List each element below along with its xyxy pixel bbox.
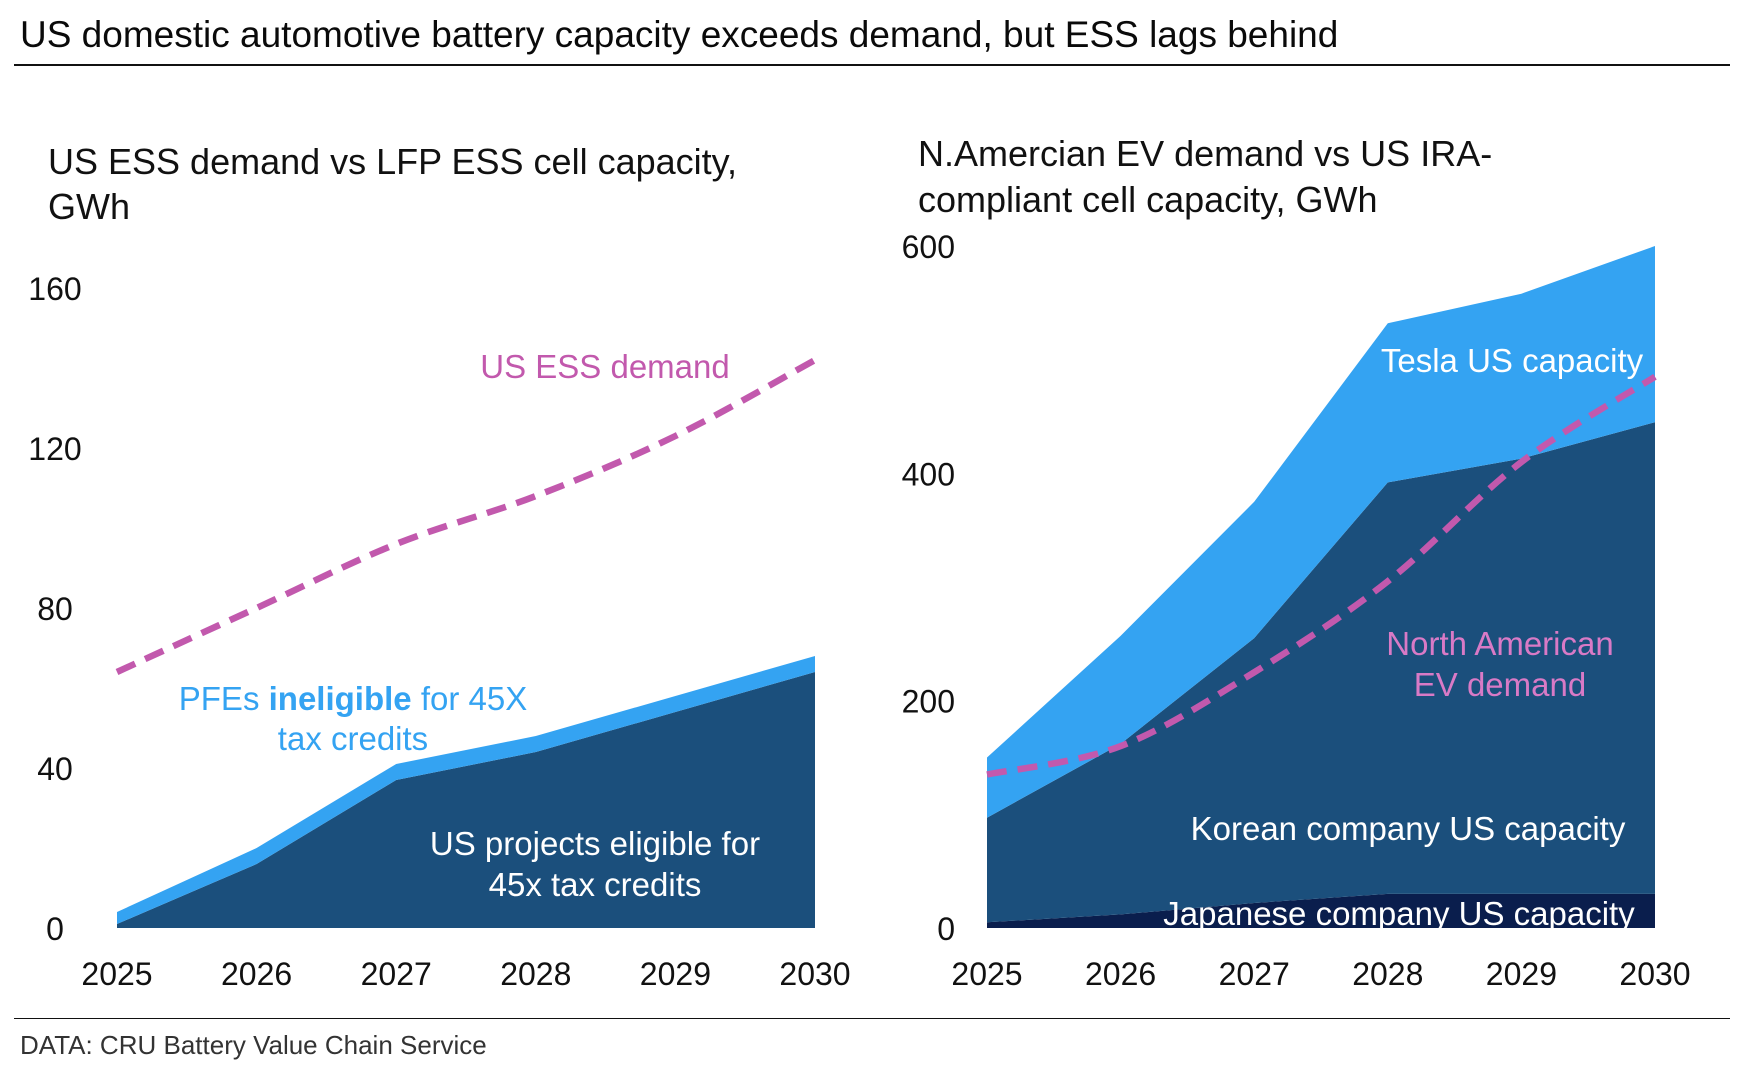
ess-ytick-80: 80 — [37, 591, 73, 627]
ess-xtick-2026: 2026 — [221, 956, 292, 992]
ev-area-layer — [987, 246, 1655, 928]
ess-xtick-2028: 2028 — [500, 956, 571, 992]
ess-chart-title-line2: GWh — [48, 186, 130, 227]
eligible-label-line2: 45x tax credits — [489, 866, 702, 903]
ess-area-0 — [117, 672, 815, 928]
ess-demand-label: US ESS demand — [480, 348, 729, 385]
pfe-label-line1: PFEs ineligible for 45X — [179, 680, 527, 717]
ess-xtick-2025: 2025 — [81, 956, 152, 992]
ev-xtick-2030: 2030 — [1619, 956, 1690, 992]
pfe-label-line2: tax credits — [278, 720, 428, 757]
ev-y-axis: 0 200 400 600 — [902, 229, 955, 947]
ev-xtick-2025: 2025 — [951, 956, 1022, 992]
ess-line-layer — [115, 357, 817, 675]
ess-ytick-120: 120 — [28, 431, 81, 467]
ev-ytick-400: 400 — [902, 456, 955, 492]
ess-ytick-0: 0 — [46, 911, 64, 947]
ess-xtick-2027: 2027 — [361, 956, 432, 992]
ess-area-1 — [117, 656, 815, 924]
ev-chart: N.Amercian EV demand vs US IRA- complian… — [902, 133, 1691, 992]
ess-chart-title-line1: US ESS demand vs LFP ESS cell capacity, — [48, 141, 737, 182]
korean-label: Korean company US capacity — [1191, 810, 1626, 847]
ev-xtick-2027: 2027 — [1219, 956, 1290, 992]
ess-chart: US ESS demand vs LFP ESS cell capacity, … — [28, 141, 850, 992]
ess-area-layer — [117, 656, 815, 928]
tesla-label: Tesla US capacity — [1381, 342, 1644, 379]
ess-ytick-40: 40 — [37, 751, 73, 787]
ess-x-axis: 2025 2026 2027 2028 2029 2030 — [81, 956, 850, 992]
ev-ytick-600: 600 — [902, 229, 955, 265]
ev-demand-line-0 — [986, 373, 1657, 778]
ess-xtick-2029: 2029 — [640, 956, 711, 992]
ev-xtick-2026: 2026 — [1085, 956, 1156, 992]
ess-y-axis: 0 40 80 120 160 — [28, 271, 81, 947]
eligible-label-line1: US projects eligible for — [430, 825, 760, 862]
ess-demand-line-0 — [115, 357, 817, 675]
ev-chart-title-line2: compliant cell capacity, GWh — [918, 179, 1378, 220]
ev-x-axis: 2025 2026 2027 2028 2029 2030 — [951, 956, 1690, 992]
ev-line-layer — [986, 373, 1657, 778]
ev-ytick-200: 200 — [902, 684, 955, 720]
ev-demand-label-line2: EV demand — [1414, 666, 1586, 703]
ess-xtick-2030: 2030 — [779, 956, 850, 992]
ev-area-2 — [987, 246, 1655, 818]
ev-xtick-2029: 2029 — [1486, 956, 1557, 992]
ev-area-0 — [987, 893, 1655, 928]
title-rule — [14, 64, 1730, 66]
ev-area-1 — [987, 422, 1655, 923]
footer-rule — [14, 1018, 1730, 1019]
ev-demand-label-line1: North American — [1386, 625, 1613, 662]
ev-ytick-0: 0 — [937, 911, 955, 947]
ev-xtick-2028: 2028 — [1352, 956, 1423, 992]
main-title: US domestic automotive battery capacity … — [20, 14, 1339, 55]
ess-ytick-160: 160 — [28, 271, 81, 307]
ev-chart-title-line1: N.Amercian EV demand vs US IRA- — [918, 133, 1492, 174]
data-source: DATA: CRU Battery Value Chain Service — [20, 1030, 487, 1060]
japanese-label: Japanese company US capacity — [1163, 895, 1635, 932]
